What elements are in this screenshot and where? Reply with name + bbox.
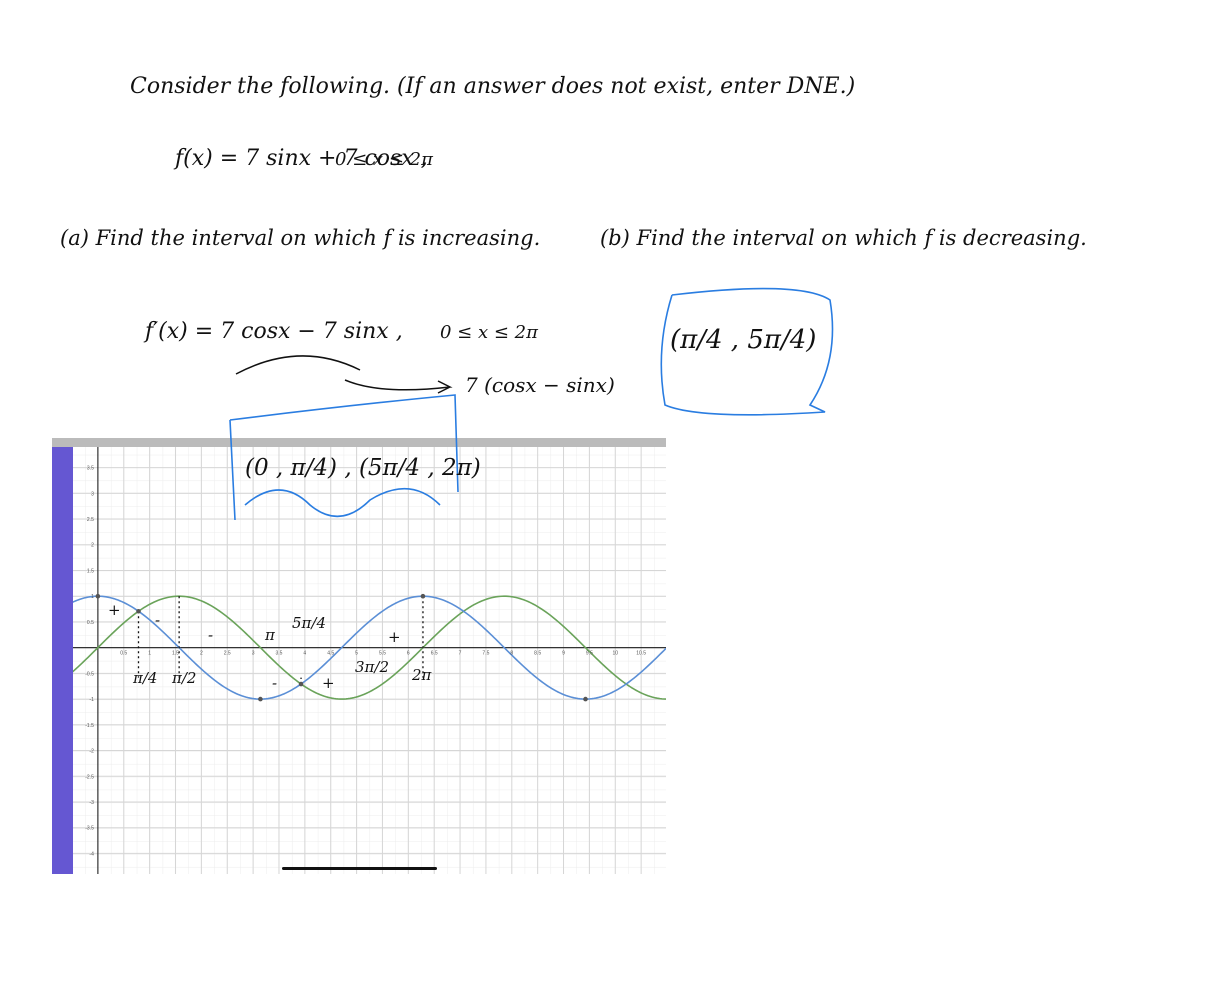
point [420, 593, 426, 599]
status-bar [52, 438, 666, 447]
sign: + [388, 628, 401, 646]
y-tick-label: -3 [89, 800, 94, 806]
label: 2π [411, 666, 433, 684]
minor-grid [73, 447, 666, 874]
x-tick-label: 4 [303, 651, 306, 657]
sign: + [108, 601, 121, 619]
x-tick-label: 4.5 [327, 651, 334, 657]
increasing-answer: (0 , π/4) , (5π/4 , 2π) [245, 455, 481, 481]
x-tick-label: 7.5 [482, 651, 489, 657]
point [258, 696, 263, 702]
y-tick-label: 2 [91, 543, 94, 549]
x-tick-label: 6 [407, 651, 410, 657]
x-tick-label: 9 [562, 651, 565, 657]
label: 3π/2 [355, 658, 389, 676]
y-tick-label: -3.5 [85, 826, 94, 832]
y-tick-label: 3.5 [87, 466, 94, 472]
x-tick-label: 3 [252, 651, 255, 657]
graph-app: 0.5 1 1.5 2 2.5 3 3.5 4 4.5 5 5.5 6 6.5 7 7.5 8 8.5 9 9.5 1… [52, 438, 666, 874]
derivative: f′(x) = 7 cosx − 7 sinx , [143, 319, 403, 344]
x-tick-label: 10 [612, 651, 618, 657]
domain: 0 ≤ x ≤ 2π [335, 149, 434, 170]
y-tick-label: -1 [89, 697, 94, 703]
x-tick-label: 1 [148, 651, 151, 657]
x-tick-label: 8.5 [534, 651, 541, 657]
prompt: Consider the following. (If an answer do… [130, 74, 855, 99]
label: π [264, 626, 276, 644]
label: π/4 [132, 669, 157, 687]
answer-box [660, 287, 834, 416]
y-tick-label: 3 [91, 491, 94, 497]
annotations: + - - π 5π/4 + π/4 π/2 - + 3π/2 2π [108, 601, 433, 692]
y-tick-label: -0.5 [85, 671, 94, 677]
y-tick-label: -1.5 [85, 723, 94, 729]
x-tick-label: 2.5 [224, 651, 231, 657]
part-b: (b) Find the interval on which f is decr… [600, 226, 1087, 250]
y-tick-label: 1 [91, 594, 94, 600]
x-tick-label: 9.5 [586, 651, 593, 657]
x-tick-label: 6.5 [431, 651, 438, 657]
derivative-domain: 0 ≤ x ≤ 2π [440, 322, 539, 343]
part-a: (a) Find the interval on which f is incr… [60, 226, 540, 250]
x-tick-label: 0.5 [120, 651, 127, 657]
y-tick-label: 2.5 [87, 517, 94, 523]
x-tick-label: 1.5 [172, 651, 179, 657]
x-tick-label: 5.5 [379, 651, 386, 657]
cosine-curve [73, 595, 666, 700]
arrow [235, 355, 453, 394]
y-tick-label: -2.5 [85, 774, 94, 780]
x-tick-label: 8 [510, 651, 513, 657]
plot [73, 447, 666, 874]
decreasing-answer: (π/4 , 5π/4) [670, 325, 816, 355]
sidebar [52, 447, 73, 874]
factored: 7 (cosx − sinx) [465, 373, 615, 397]
y-tick-label: -4 [89, 851, 94, 857]
sign: - [155, 611, 160, 629]
function: f(x) = 7 sinx + 7 cosx , [173, 146, 428, 171]
point [298, 681, 304, 687]
point [136, 608, 141, 614]
x-tick-label: 10.5 [636, 651, 646, 657]
label: π/2 [171, 669, 196, 687]
x-tick-label: 7 [459, 651, 462, 657]
x-tick-label: 2 [200, 651, 203, 657]
sign: - [272, 674, 277, 692]
sign: + [322, 674, 335, 692]
y-tick-label: 0.5 [87, 620, 94, 626]
y-tick-label: -2 [89, 749, 94, 755]
point [95, 593, 101, 599]
point [583, 696, 588, 702]
home-indicator [282, 867, 437, 870]
tick-labels: 0.5 1 1.5 2 2.5 3 3.5 4 4.5 5 5.5 6 6.5 7 7.5 8 8.5 9 9.5 1… [85, 466, 646, 858]
sine-curve [73, 595, 666, 700]
y-tick-label: 1.5 [87, 568, 94, 574]
label: 5π/4 [292, 614, 326, 632]
x-tick-label: 3.5 [275, 651, 282, 657]
sign: - [208, 626, 213, 644]
answer-bracket [229, 394, 459, 521]
x-tick-label: 5 [355, 651, 358, 657]
